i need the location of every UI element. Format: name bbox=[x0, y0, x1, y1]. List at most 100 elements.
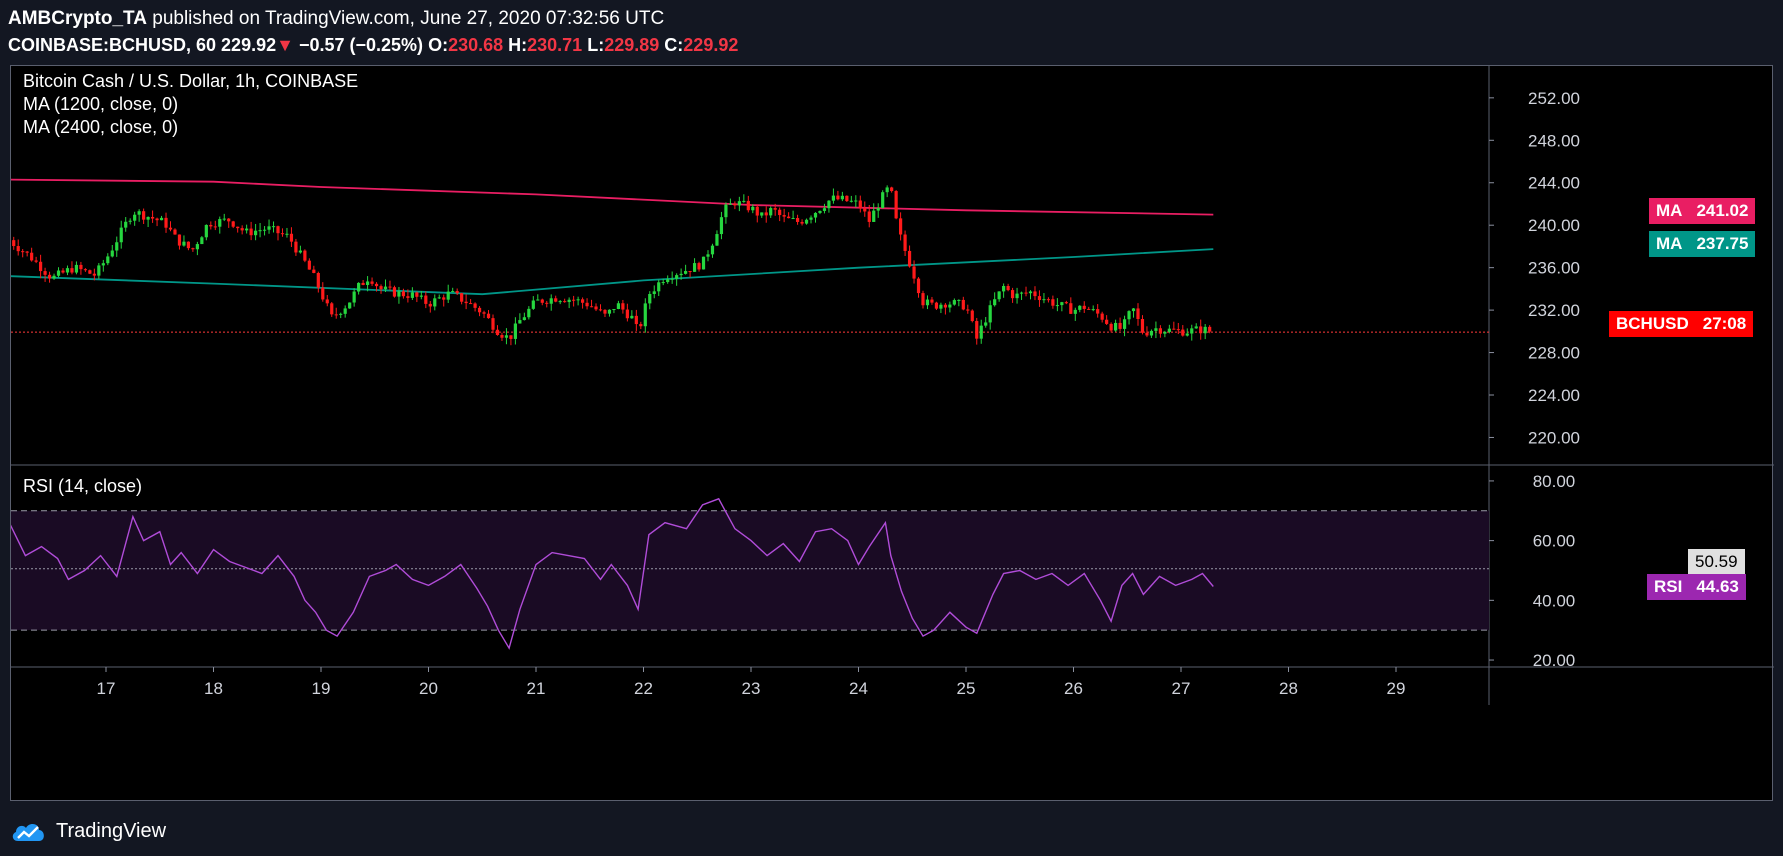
candle-body bbox=[1024, 292, 1028, 294]
ma2-legend[interactable]: MA (2400, close, 0) bbox=[23, 117, 179, 137]
candle-body bbox=[934, 302, 939, 309]
candle-body bbox=[1154, 328, 1158, 331]
published-line: AMBCrypto_TA published on TradingView.co… bbox=[8, 6, 1775, 32]
candle-body bbox=[894, 191, 898, 219]
candle-body bbox=[1203, 326, 1207, 334]
candle-body bbox=[760, 212, 764, 216]
candle-body bbox=[679, 273, 683, 276]
tradingview-logo[interactable]: TradingView bbox=[10, 814, 166, 848]
rsi-tag-label: RSI bbox=[1647, 574, 1690, 600]
chart-canvas[interactable]: 252.00 248.00 244.00 240.00 236.00 232.00 228.… bbox=[11, 66, 1774, 802]
candle-body bbox=[258, 230, 262, 232]
candle-body bbox=[451, 291, 455, 293]
candle-body bbox=[979, 325, 983, 339]
candle-body bbox=[764, 212, 768, 216]
ma-red-price-tag: MA 241.02 bbox=[1649, 198, 1756, 224]
candle-body bbox=[115, 242, 119, 251]
candle-body bbox=[567, 299, 571, 303]
candle-body bbox=[464, 301, 468, 304]
candle-body bbox=[997, 291, 1001, 300]
main-pane-title[interactable]: Bitcoin Cash / U.S. Dollar, 1h, COINBASE bbox=[23, 71, 359, 91]
candle-body bbox=[34, 260, 38, 262]
price-tick-label: 240.00 bbox=[1528, 216, 1580, 235]
rsi-pane-title[interactable]: RSI (14, close) bbox=[23, 476, 143, 496]
candle-body bbox=[939, 304, 943, 309]
candle-body bbox=[146, 216, 150, 220]
candle-body bbox=[849, 200, 853, 202]
candle-body bbox=[119, 227, 123, 243]
candle-body bbox=[513, 323, 517, 339]
candle-body bbox=[1060, 302, 1064, 306]
candle-body bbox=[1042, 299, 1046, 301]
candle-body bbox=[1199, 326, 1203, 334]
candle-body bbox=[795, 218, 800, 222]
low-value: 229.89 bbox=[604, 35, 660, 55]
candle-body bbox=[845, 195, 849, 202]
high-value: 230.71 bbox=[527, 35, 583, 55]
candle-body bbox=[1149, 330, 1154, 336]
candle-body bbox=[1046, 299, 1051, 301]
symbol-name[interactable]: COINBASE:BCHUSD, 60 bbox=[8, 35, 217, 55]
candle-body bbox=[518, 320, 522, 324]
candle-body bbox=[728, 203, 732, 205]
candle-body bbox=[1190, 328, 1194, 334]
time-tick-label: 21 bbox=[527, 679, 546, 698]
candle-body bbox=[12, 240, 16, 247]
candle-body bbox=[993, 299, 997, 306]
candle-body bbox=[858, 200, 862, 209]
candle-body bbox=[966, 309, 970, 311]
candle-body bbox=[348, 302, 352, 309]
candle-body bbox=[249, 228, 253, 236]
candle-body bbox=[491, 318, 495, 330]
candle-body bbox=[30, 252, 34, 261]
time-tick-label: 20 bbox=[419, 679, 438, 698]
price-tick-label: 236.00 bbox=[1528, 259, 1580, 278]
time-tick-label: 27 bbox=[1172, 679, 1191, 698]
candle-body bbox=[782, 215, 786, 217]
candle-body bbox=[155, 218, 159, 221]
candle-body bbox=[621, 303, 625, 310]
candle-body bbox=[670, 278, 674, 280]
candle-body bbox=[787, 216, 791, 219]
candle-body bbox=[361, 282, 365, 285]
candle-body bbox=[110, 250, 114, 257]
time-tick-label: 22 bbox=[634, 679, 653, 698]
candle-body bbox=[325, 299, 329, 304]
candle-body bbox=[1181, 329, 1185, 336]
bchusd-price-tag: BCHUSD 27:08 bbox=[1609, 311, 1754, 337]
candle-body bbox=[657, 282, 661, 292]
ma-teal-price-tag: MA 237.75 bbox=[1649, 231, 1756, 257]
candle-body bbox=[504, 335, 509, 338]
candle-body bbox=[630, 315, 634, 319]
candle-body bbox=[177, 234, 182, 246]
candle-body bbox=[433, 298, 437, 307]
candle-body bbox=[867, 211, 871, 222]
candle-body bbox=[827, 200, 831, 209]
candle-body bbox=[316, 272, 320, 288]
candle-body bbox=[21, 251, 25, 253]
candle-body bbox=[612, 308, 616, 310]
candle-body bbox=[737, 201, 741, 206]
candle-body bbox=[831, 195, 836, 201]
candle-body bbox=[133, 214, 137, 221]
candle-body bbox=[1078, 305, 1082, 310]
ma-red-tag-label: MA bbox=[1649, 198, 1690, 224]
candle-body bbox=[245, 228, 249, 231]
candle-body bbox=[392, 287, 397, 297]
price-tick-label: 248.00 bbox=[1528, 131, 1580, 150]
open-value: 230.68 bbox=[448, 35, 504, 55]
candle-body bbox=[92, 273, 96, 276]
rsi-tag-value: 44.63 bbox=[1689, 574, 1746, 600]
chart-frame[interactable]: 252.00 248.00 244.00 240.00 236.00 232.00 228.… bbox=[10, 65, 1774, 802]
ma1-legend[interactable]: MA (1200, close, 0) bbox=[23, 94, 179, 114]
candle-body bbox=[88, 270, 92, 274]
candle-body bbox=[589, 306, 594, 308]
candle-body bbox=[1064, 302, 1068, 304]
candle-body bbox=[648, 294, 652, 304]
candle-body bbox=[545, 302, 549, 304]
candle-body bbox=[634, 315, 638, 325]
candle-body bbox=[164, 217, 168, 228]
author-name[interactable]: AMBCrypto_TA bbox=[8, 8, 147, 29]
candle-body bbox=[890, 187, 894, 192]
candle-body bbox=[733, 203, 737, 206]
